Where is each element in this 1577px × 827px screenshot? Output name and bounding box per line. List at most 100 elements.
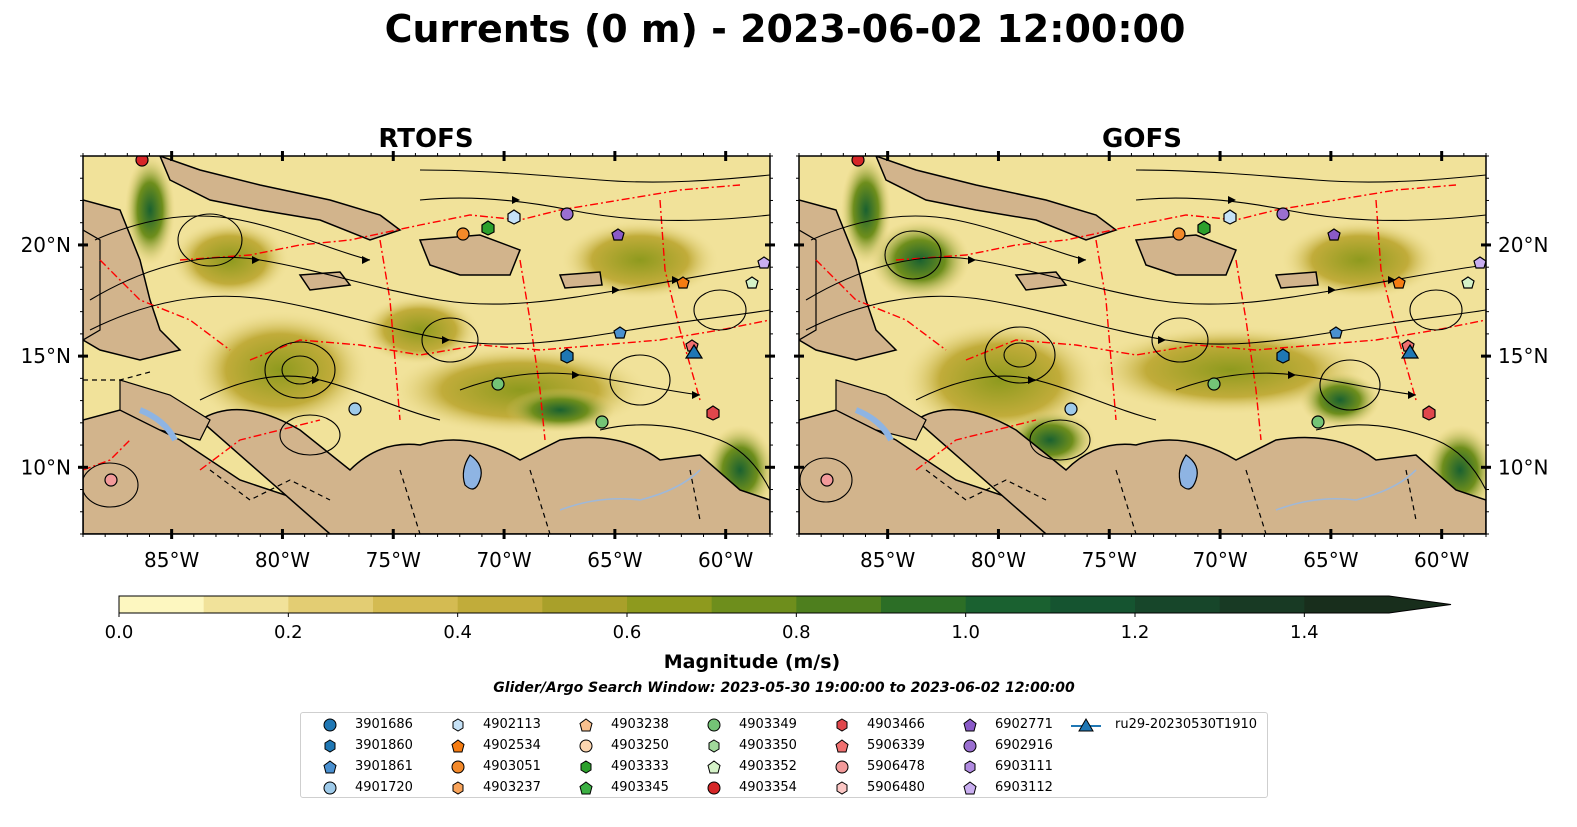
colorbar-tick-label: 0.6 [613, 622, 642, 643]
land-puerto-rico [558, 271, 603, 289]
x-tick-label: 70°W [476, 548, 531, 572]
legend-label: 4902113 [483, 717, 541, 732]
float-marker-icon [451, 739, 465, 753]
colorbar-segment [203, 596, 289, 613]
colorbar-segment [711, 596, 797, 613]
float-marker-icon [835, 739, 849, 753]
float-marker-icon [707, 718, 721, 732]
colorbar: 0.0 0.2 0.4 0.6 0.8 1.0 1.2 1.4 [105, 595, 1452, 643]
x-tick-label: 75°W [1082, 548, 1137, 572]
legend-label: 6902916 [995, 738, 1053, 753]
x-tick-label: 60°W [698, 548, 753, 572]
colorbar-segment [796, 596, 882, 613]
float-marker-icon [451, 760, 465, 774]
float-marker-icon [835, 760, 849, 774]
x-tick-label: 80°W [255, 548, 310, 572]
panel-rtofs: RTOFS [21, 124, 775, 572]
x-tick-label: 65°W [1303, 548, 1358, 572]
legend-label: 4903350 [739, 738, 797, 753]
colorbar-segment [881, 596, 967, 613]
legend-label: 4903354 [739, 780, 797, 795]
colorbar-segment [119, 596, 205, 613]
colorbar-segment [1304, 596, 1390, 613]
legend-label: 4903051 [483, 759, 541, 774]
eez-boundaries [83, 184, 770, 471]
colorbar-tick-label: 0.0 [105, 622, 134, 643]
legend-label: 5906480 [867, 780, 925, 795]
legend-label: 3901860 [355, 738, 413, 753]
colorbar-extend-arrow [1389, 596, 1451, 613]
panel-gofs: GOFS [794, 124, 1548, 572]
float-marker-icon [323, 781, 337, 795]
colorbar-label: Magnitude (m/s) [664, 651, 841, 673]
x-tick-label: 85°W [860, 548, 915, 572]
legend-label: ru29-20230530T1910 [1115, 717, 1258, 732]
legend-label: 4901720 [355, 780, 413, 795]
x-tick-label: 60°W [1414, 548, 1469, 572]
colorbar-segment [457, 596, 543, 613]
y-tick-label: 15°N [21, 344, 71, 368]
colorbar-segment [1050, 596, 1136, 613]
land-hispaniola [418, 234, 521, 276]
float-marker-icon [836, 718, 848, 732]
legend-label: 4903345 [611, 780, 669, 795]
map-rtofs [83, 156, 770, 534]
x-tick-label: 80°W [971, 548, 1026, 572]
legend-label: 4902534 [483, 738, 541, 753]
land-south-america [198, 408, 770, 534]
lake-maracaibo [462, 454, 482, 490]
colorbar-segment [965, 596, 1051, 613]
search-window-subtitle: Glider/Argo Search Window: 2023-05-30 19… [493, 680, 1075, 696]
streamline-arrows [252, 196, 700, 399]
float-marker-icon [963, 781, 977, 795]
float-marker-icon [579, 739, 593, 753]
colorbar-segment [288, 596, 374, 613]
float-markers [104, 156, 770, 487]
colorbar-tick-label: 0.2 [274, 622, 303, 643]
legend-label: 4903238 [611, 717, 669, 732]
colorbar-tick-label: 0.8 [782, 622, 811, 643]
x-tick-label: 65°W [587, 548, 642, 572]
float-marker-icon [580, 760, 592, 774]
legend-label: 4903349 [739, 717, 797, 732]
map-gofs [799, 156, 1486, 534]
legend: 3901686 3901860 3901861 4901720 4902113 49025… [300, 712, 1268, 798]
x-tick-label: 85°W [144, 548, 199, 572]
x-tick-label: 75°W [366, 548, 421, 572]
colorbar-tick-label: 1.4 [1290, 622, 1319, 643]
legend-label: 4903333 [611, 759, 669, 774]
land-cuba [159, 156, 402, 241]
float-marker-icon [579, 781, 593, 795]
x-tick-label: 70°W [1192, 548, 1247, 572]
colorbar-tick-label: 1.0 [951, 622, 980, 643]
y-tick-label: 10°N [21, 455, 71, 479]
y-tick-label: 15°N [1498, 344, 1548, 368]
land-cuba [875, 156, 1118, 241]
legend-label: 4903250 [611, 738, 669, 753]
colorbar-segment [542, 596, 628, 613]
float-marker-icon [324, 739, 336, 753]
float-marker-icon [964, 760, 976, 774]
float-marker-icon [452, 718, 464, 732]
float-marker-icon [707, 781, 721, 795]
y-tick-label: 10°N [1498, 455, 1548, 479]
float-marker-icon [963, 739, 977, 753]
legend-label: 4903466 [867, 717, 925, 732]
y-tick-label: 20°N [1498, 233, 1548, 257]
axes-gofs: 85°W 80°W 75°W 70°W 65°W 60°W 10°N 15°N 20°N [794, 151, 1548, 572]
float-marker-icon [323, 718, 337, 732]
colorbar-segment [373, 596, 459, 613]
legend-label: 5906339 [867, 738, 925, 753]
panel-title-rtofs: RTOFS [378, 124, 473, 154]
axes-rtofs: 85°W 80°W 75°W 70°W 65°W 60°W 10°N 15°N 20°N [21, 151, 775, 572]
legend-label: 6903111 [995, 759, 1053, 774]
legend-label: 5906478 [867, 759, 925, 774]
float-marker-icon [963, 718, 977, 732]
colorbar-segment [627, 596, 713, 613]
float-marker-icon [452, 781, 464, 795]
land-south-america [914, 408, 1486, 534]
figure-title: Currents (0 m) - 2023-06-02 12:00:00 [385, 7, 1186, 51]
float-marker-icon [323, 760, 337, 774]
float-marker-icon [708, 739, 720, 753]
colorbar-segment [1219, 596, 1305, 613]
